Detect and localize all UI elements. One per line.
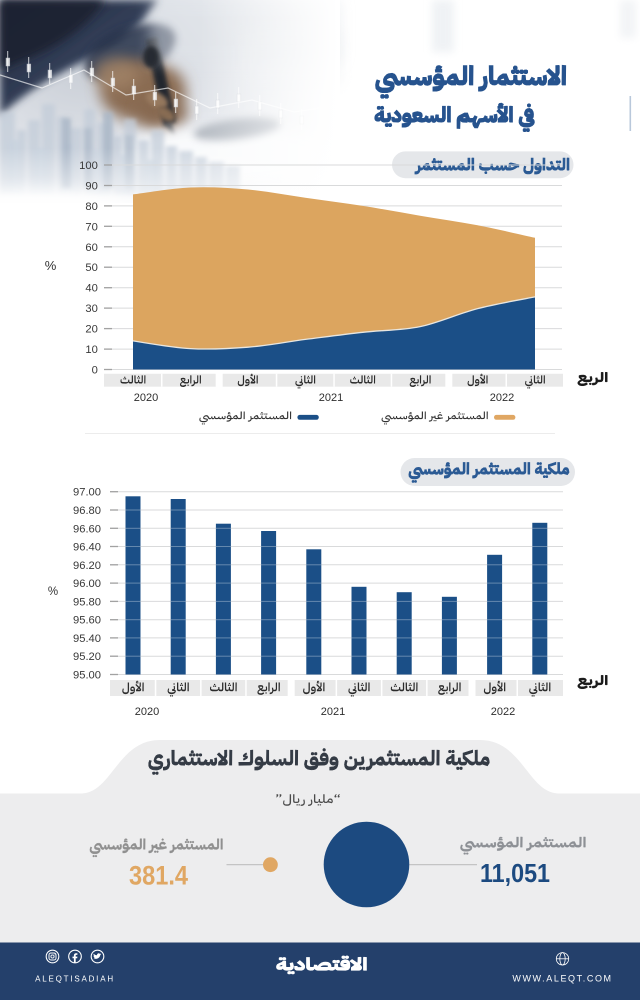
svg-text:2020: 2020 xyxy=(135,706,159,718)
svg-text:95.20: 95.20 xyxy=(73,651,101,663)
svg-text:2021: 2021 xyxy=(321,706,345,718)
svg-text:WWW.ALEQT.COM: WWW.ALEQT.COM xyxy=(512,974,612,984)
svg-text:95.80: 95.80 xyxy=(73,596,101,608)
svg-text:96.80: 96.80 xyxy=(73,505,101,517)
svg-text:96.00: 96.00 xyxy=(73,578,101,590)
svg-text:96.20: 96.20 xyxy=(73,560,101,572)
svg-text:20: 20 xyxy=(85,324,97,336)
svg-text:10: 10 xyxy=(85,344,97,356)
svg-text:30: 30 xyxy=(85,303,97,315)
svg-text:95.00: 95.00 xyxy=(73,670,101,682)
svg-text:80: 80 xyxy=(85,201,97,213)
svg-text:90: 90 xyxy=(85,181,97,193)
svg-text:381.4: 381.4 xyxy=(129,861,188,891)
svg-text:97.00: 97.00 xyxy=(73,487,101,499)
svg-text:50: 50 xyxy=(85,262,97,274)
svg-text:96.40: 96.40 xyxy=(73,542,101,554)
svg-text:2021: 2021 xyxy=(319,392,343,404)
svg-text:2022: 2022 xyxy=(491,706,515,718)
svg-text:60: 60 xyxy=(85,242,97,254)
svg-text:2020: 2020 xyxy=(134,392,158,404)
svg-text:40: 40 xyxy=(85,283,97,295)
svg-text:95.40: 95.40 xyxy=(73,633,101,645)
svg-text:95.60: 95.60 xyxy=(73,615,101,627)
svg-text:96.60: 96.60 xyxy=(73,523,101,535)
svg-text:11,051: 11,051 xyxy=(480,860,550,888)
svg-text:70: 70 xyxy=(85,221,97,233)
svg-text:ALEQTISADIAH: ALEQTISADIAH xyxy=(35,974,115,983)
svg-text:2022: 2022 xyxy=(490,392,514,404)
svg-text:%: % xyxy=(48,586,58,598)
svg-text:0: 0 xyxy=(92,365,98,377)
svg-text:100: 100 xyxy=(79,160,98,172)
svg-text:%: % xyxy=(45,258,57,273)
